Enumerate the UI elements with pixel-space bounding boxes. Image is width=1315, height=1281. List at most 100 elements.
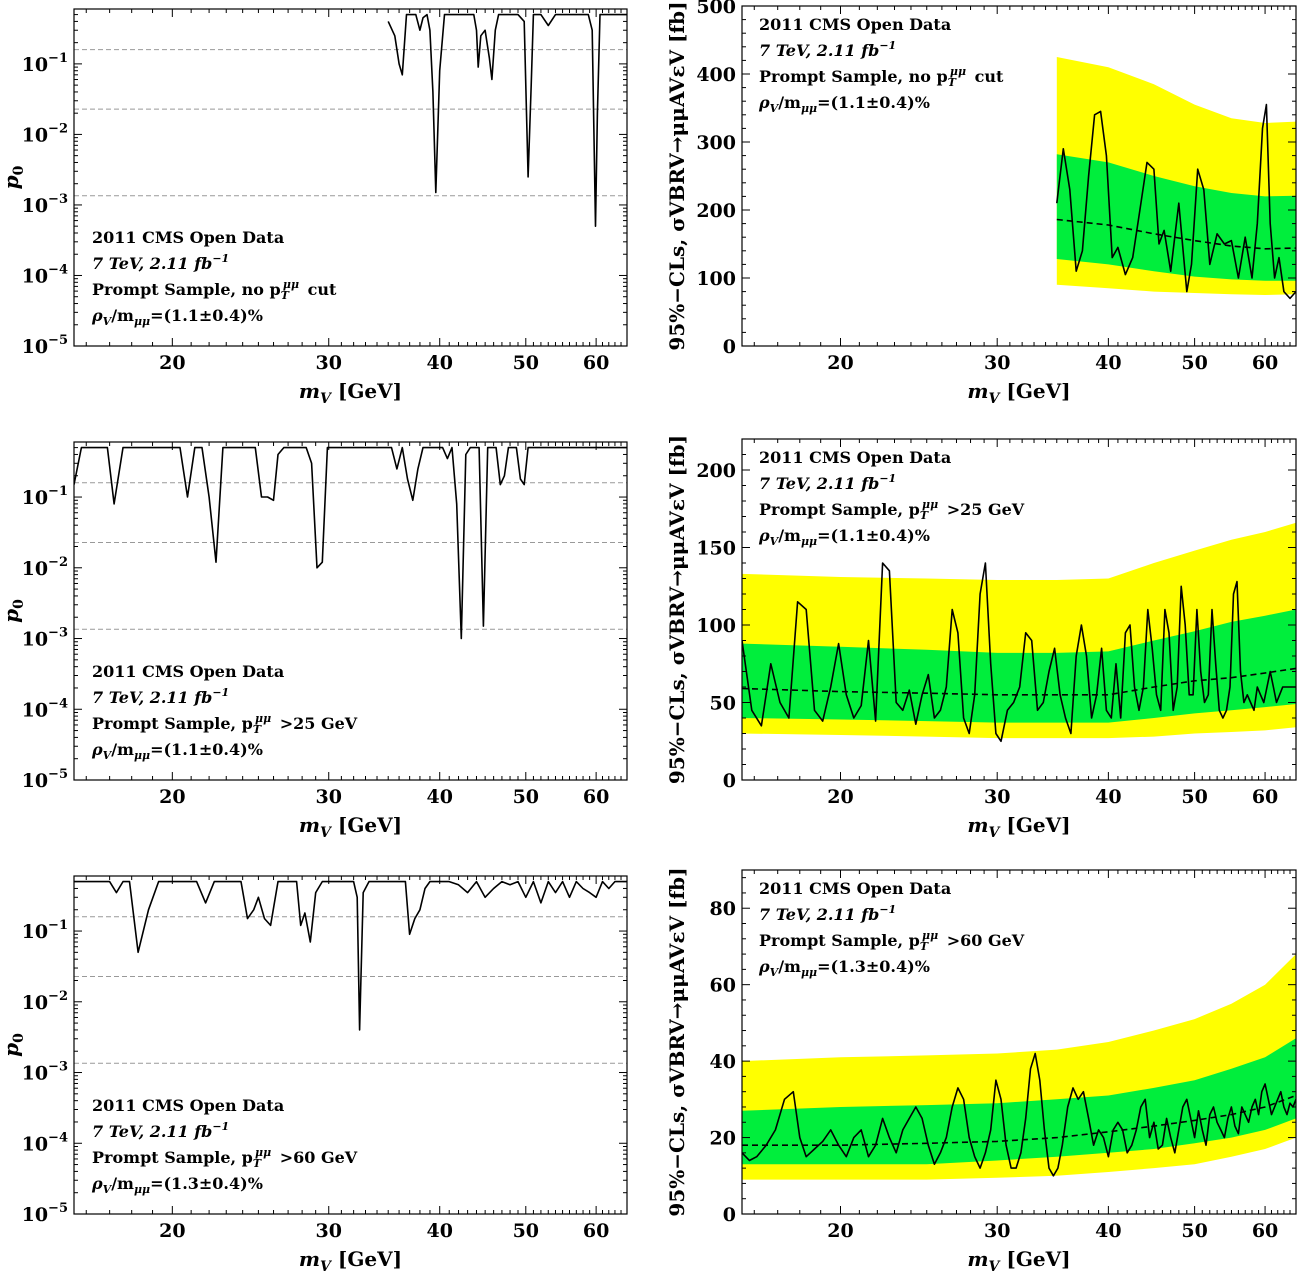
y-tick-label: 10−3 <box>22 626 68 651</box>
annotation-line-2: 7 TeV, 2.11 fb−1 <box>759 39 896 60</box>
y-tick-label: 10−4 <box>22 1130 68 1155</box>
x-axis-title: mV [GeV] <box>967 813 1070 841</box>
annotation-line-1: 2011 CMS Open Data <box>92 662 284 681</box>
plot-area <box>742 954 1296 1180</box>
annotation-line-4: ρV/mμμ=(1.1±0.4)% <box>91 306 263 328</box>
observed-line <box>74 880 627 1031</box>
y-tick-label: 0 <box>723 770 736 792</box>
chart-panel-p0-pt60: 20 30 40 50 60 10−5 10−4 10−3 10−2 10−1 mV [GeV] p0… <box>0 875 628 1275</box>
x-tick-label: 20 <box>159 352 185 374</box>
annotation-line-4: ρV/mμμ=(1.1±0.4)% <box>758 526 930 548</box>
annotation-line-2: 7 TeV, 2.11 fb−1 <box>92 252 229 273</box>
annotation-line-1: 2011 CMS Open Data <box>759 879 951 898</box>
observed-line <box>1056 103 1296 300</box>
y-tick-label: 200 <box>696 460 736 482</box>
y-axis-title: 95%−CLs, σVBRV→μμAVεV [fb] <box>665 435 689 784</box>
plot-area <box>742 522 1296 743</box>
annotation-line-3: Prompt Sample, no pTμμ cut <box>759 65 1004 89</box>
y-tick-label: 200 <box>696 200 736 222</box>
chart-panel-p0-no-cut: 20 30 40 50 60 10−5 10−4 10−3 10−2 10−1 mV [GeV] p0… <box>0 8 628 407</box>
y-tick-label: 100 <box>696 615 736 637</box>
x-tick-label: 60 <box>1252 1220 1278 1242</box>
x-tick-label: 60 <box>583 352 609 374</box>
x-tick-label: 60 <box>1252 786 1278 808</box>
x-tick-label: 30 <box>316 352 342 374</box>
x-tick-label: 20 <box>159 1220 185 1242</box>
x-tick-label: 60 <box>583 786 609 808</box>
y-axis-title: p0 <box>0 165 27 189</box>
x-tick-label: 30 <box>984 1220 1010 1242</box>
y-tick-label: 80 <box>710 898 736 920</box>
annotation-box: 2011 CMS Open Data 7 TeV, 2.11 fb−1 Prompt… <box>758 448 1025 548</box>
x-tick-label: 20 <box>827 352 853 374</box>
y-tick-label: 10−3 <box>22 192 68 217</box>
y-tick-label: 10−5 <box>22 333 68 358</box>
x-tick-label: 50 <box>513 352 539 374</box>
annotation-line-4: ρV/mμμ=(1.1±0.4)% <box>758 93 930 115</box>
x-tick-label: 30 <box>984 786 1010 808</box>
plot-area <box>1056 57 1296 300</box>
y-tick-label: 10−5 <box>22 1201 68 1226</box>
annotation-line-2: 7 TeV, 2.11 fb−1 <box>759 472 896 493</box>
annotation-line-4: ρV/mμμ=(1.3±0.4)% <box>758 957 930 979</box>
y-tick-label: 10−3 <box>22 1060 68 1085</box>
y-tick-label: 150 <box>696 538 736 560</box>
annotation-line-2: 7 TeV, 2.11 fb−1 <box>759 903 896 924</box>
y-tick-label: 500 <box>696 0 736 18</box>
y-tick-label: 40 <box>710 1051 736 1073</box>
y-tick-label: 10−2 <box>22 989 68 1014</box>
y-axis-title: 95%−CLs, σVBRV→μμAVεV [fb] <box>665 1 689 350</box>
chart-panel-limit-pt25: 20 30 40 50 60 0 50 100 150 200 mV [GeV] 95%−CLs, σ… <box>665 435 1297 841</box>
band-1sigma <box>742 609 1296 723</box>
x-tick-label: 30 <box>316 1220 342 1242</box>
plot-frame <box>73 8 628 347</box>
plot-frame <box>741 5 1297 347</box>
annotation-line-1: 2011 CMS Open Data <box>92 228 284 247</box>
y-tick-label: 10−2 <box>22 121 68 146</box>
annotation-line-4: ρV/mμμ=(1.1±0.4)% <box>91 740 263 762</box>
x-tick-label: 40 <box>426 1220 452 1242</box>
x-tick-label: 50 <box>1181 352 1207 374</box>
annotation-line-2: 7 TeV, 2.11 fb−1 <box>92 686 229 707</box>
y-axis-title: 95%−CLs, σVBRV→μμAVεV [fb] <box>665 867 689 1216</box>
x-tick-label: 40 <box>426 352 452 374</box>
observed-line <box>742 1052 1296 1177</box>
x-axis-title: mV [GeV] <box>967 379 1070 407</box>
band-1sigma <box>742 1038 1296 1165</box>
annotation-line-1: 2011 CMS Open Data <box>759 15 951 34</box>
x-axis-title: mV [GeV] <box>967 1247 1070 1275</box>
y-tick-label: 50 <box>710 693 736 715</box>
annotation-box: 2011 CMS Open Data 7 TeV, 2.11 fb−1 Prompt… <box>758 15 1004 115</box>
chart-panel-limit-no-cut: 20 30 40 50 60 0 100 200 300 400 500 mV [GeV] 95%−CL… <box>665 0 1297 407</box>
plot-area <box>74 446 627 640</box>
x-axis-title: mV [GeV] <box>299 1247 402 1275</box>
y-tick-label: 0 <box>723 336 736 358</box>
y-tick-label: 10−5 <box>22 767 68 792</box>
x-tick-label: 40 <box>426 786 452 808</box>
expected-limit-line <box>1056 218 1296 250</box>
x-tick-label: 20 <box>827 786 853 808</box>
x-axis-title: mV [GeV] <box>299 813 402 841</box>
x-tick-label: 40 <box>1095 1220 1121 1242</box>
annotation-line-1: 2011 CMS Open Data <box>92 1096 284 1115</box>
x-tick-label: 50 <box>1181 1220 1207 1242</box>
annotation-line-3: Prompt Sample, pTμμ >25 GeV <box>92 712 358 736</box>
annotation-line-3: Prompt Sample, pTμμ >25 GeV <box>759 498 1025 522</box>
x-tick-label: 50 <box>513 786 539 808</box>
chart-panel-limit-pt60: 20 30 40 50 60 0 20 40 60 80 mV [GeV] 95%−CLs, σVBR… <box>665 867 1297 1275</box>
y-tick-label: 300 <box>696 132 736 154</box>
plot-frame <box>741 869 1297 1215</box>
x-tick-label: 40 <box>1095 786 1121 808</box>
plot-frame <box>73 441 628 781</box>
x-tick-label: 40 <box>1095 352 1121 374</box>
y-tick-label: 10−4 <box>22 262 68 287</box>
x-tick-label: 60 <box>1252 352 1278 374</box>
observed-line <box>742 562 1296 743</box>
annotation-line-4: ρV/mμμ=(1.3±0.4)% <box>91 1174 263 1196</box>
y-tick-label: 10−4 <box>22 696 68 721</box>
annotation-line-3: Prompt Sample, pTμμ >60 GeV <box>759 929 1025 953</box>
annotation-box: 2011 CMS Open Data 7 TeV, 2.11 fb−1 Prompt… <box>91 228 337 328</box>
x-tick-label: 50 <box>513 1220 539 1242</box>
x-axis-title: mV [GeV] <box>299 379 402 407</box>
